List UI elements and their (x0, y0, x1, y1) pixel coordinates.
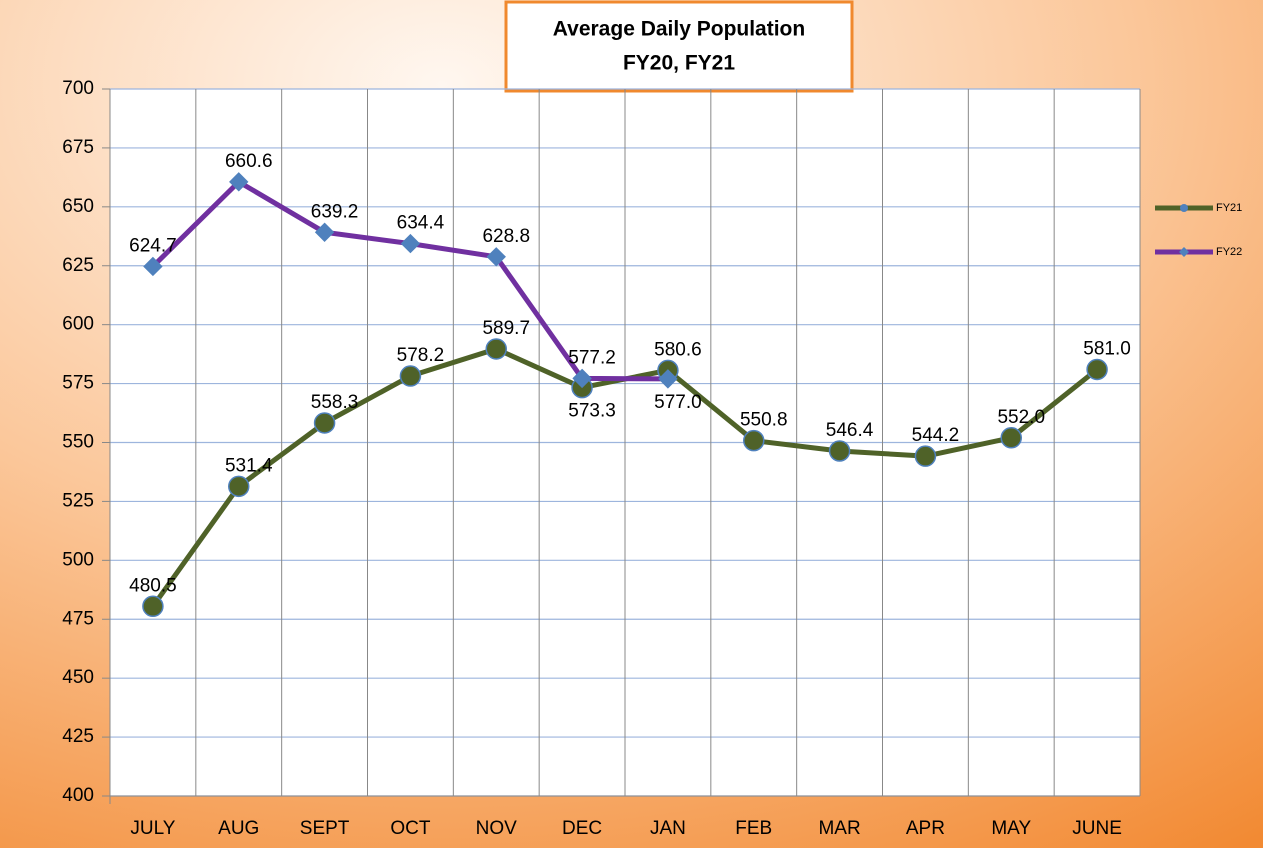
y-tick-label: 700 (62, 78, 94, 99)
x-tick-label: FEB (735, 818, 772, 839)
x-tick-label: SEPT (300, 818, 350, 839)
data-label: 558.3 (311, 392, 359, 413)
y-tick-label: 600 (62, 314, 94, 335)
x-tick-label: MAY (991, 818, 1031, 839)
point (143, 256, 163, 277)
x-tick-label: JULY (130, 818, 175, 839)
x-tick-label: DEC (562, 818, 602, 839)
point (313, 412, 336, 434)
point (314, 222, 335, 242)
legend-label: FY22 (1216, 246, 1242, 258)
data-label: 550.8 (740, 410, 788, 431)
data-label: 552.0 (997, 407, 1045, 428)
data-label: 544.2 (912, 425, 960, 446)
point (1086, 358, 1108, 381)
data-label: 639.2 (311, 201, 359, 222)
point (228, 475, 250, 498)
y-tick-label: 550 (62, 432, 94, 453)
y-tick-label: 675 (62, 137, 94, 158)
y-tick-label: 500 (62, 549, 94, 570)
data-label: 628.8 (482, 226, 530, 247)
y-tick-label: 625 (62, 255, 94, 276)
data-label: 578.2 (397, 345, 445, 366)
data-label: 577.0 (654, 392, 702, 413)
point (485, 338, 507, 360)
data-label: 531.4 (225, 455, 273, 476)
y-tick-label: 525 (62, 490, 94, 511)
x-tick-label: AUG (218, 818, 259, 839)
legend-label: FY21 (1216, 202, 1242, 214)
x-tick-label: OCT (390, 818, 431, 839)
y-tick-label: 400 (62, 785, 94, 806)
data-label: 546.4 (826, 420, 874, 441)
x-tick-label: JAN (650, 818, 686, 839)
y-tick-label: 575 (62, 373, 94, 394)
x-tick-label: MAR (818, 818, 860, 839)
point (399, 365, 422, 387)
data-label: 480.5 (129, 575, 177, 596)
data-label: 634.4 (397, 213, 445, 234)
chart-subtitle: FY20, FY21 (623, 52, 735, 75)
data-label: 577.2 (568, 347, 616, 368)
x-tick-label: JUNE (1072, 818, 1122, 839)
point (828, 440, 851, 462)
point (914, 445, 937, 467)
data-label: 589.7 (482, 318, 530, 339)
y-tick-label: 425 (62, 726, 94, 747)
data-label: 580.6 (654, 339, 702, 360)
chart-title: Average Daily Population (553, 18, 805, 41)
y-tick-label: 475 (62, 608, 94, 629)
point (658, 369, 678, 389)
point (572, 368, 592, 389)
point (400, 233, 421, 254)
point (1000, 427, 1022, 449)
y-tick-label: 450 (62, 667, 94, 688)
data-label: 573.3 (568, 401, 616, 422)
point (743, 429, 765, 452)
title-box (504, 0, 854, 93)
y-tick-label: 650 (62, 196, 94, 217)
data-label: 624.7 (129, 235, 177, 256)
data-label: 660.6 (225, 151, 273, 172)
data-label: 581.0 (1083, 338, 1131, 359)
x-tick-label: APR (906, 818, 945, 839)
legend-marker (1179, 247, 1189, 257)
point (229, 172, 249, 192)
point (142, 595, 164, 618)
point (486, 247, 506, 267)
legend-marker (1180, 204, 1188, 212)
x-tick-label: NOV (476, 818, 518, 839)
